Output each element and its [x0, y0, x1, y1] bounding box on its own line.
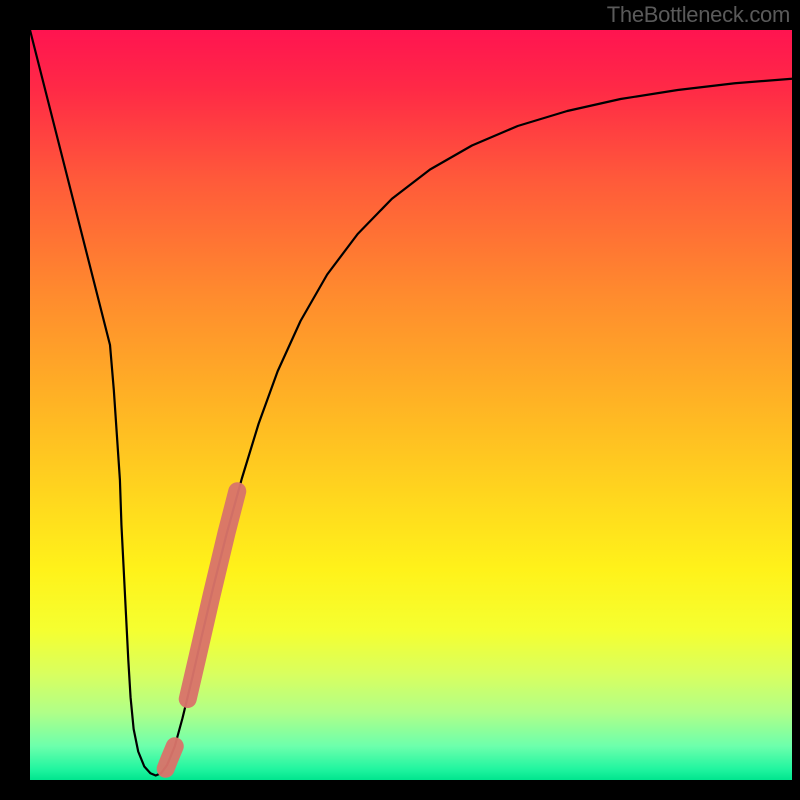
plot-background-gradient [30, 30, 792, 780]
watermark-text: TheBottleneck.com [607, 2, 790, 28]
chart-svg [0, 0, 800, 800]
chart-frame: TheBottleneck.com [0, 0, 800, 800]
highlight-segment-lower [166, 746, 175, 769]
